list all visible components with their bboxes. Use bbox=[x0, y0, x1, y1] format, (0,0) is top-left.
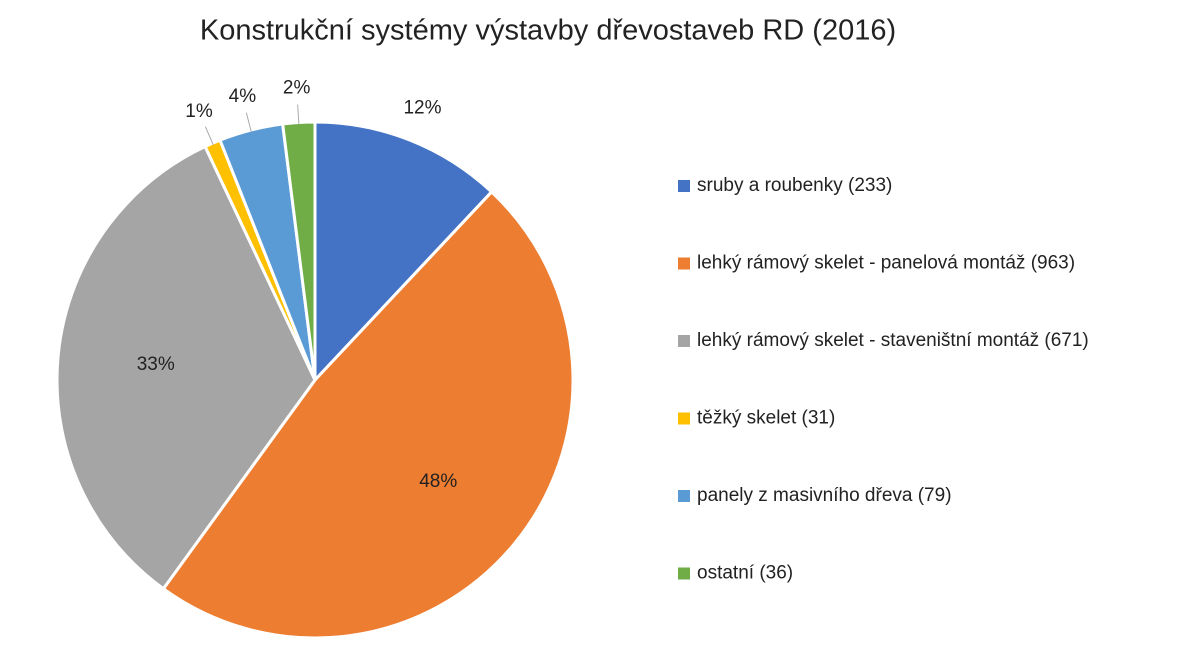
data-label: 2% bbox=[283, 78, 311, 99]
chart-title: Konstrukční systémy výstavby dřevostaveb… bbox=[200, 15, 896, 47]
pie-slice bbox=[55, 144, 317, 591]
data-label: 4% bbox=[229, 86, 257, 107]
legend-label: lehký rámový skelet - staveništní montáž… bbox=[697, 330, 1089, 351]
legend-swatch bbox=[678, 567, 690, 580]
leader-line bbox=[245, 112, 252, 133]
leader-line bbox=[297, 104, 300, 125]
legend-label: lehký rámový skelet - panelová montáž (9… bbox=[697, 253, 1075, 274]
data-label: 12% bbox=[403, 98, 441, 119]
legend-swatch bbox=[678, 180, 690, 192]
legend-label: panely z masivního dřeva (79) bbox=[697, 485, 952, 506]
data-label: 33% bbox=[137, 354, 175, 375]
pie-slice bbox=[313, 120, 494, 384]
legend-swatch bbox=[678, 490, 690, 502]
legend-label: sruby a roubenky (233) bbox=[697, 175, 892, 196]
leader-line bbox=[204, 126, 214, 146]
legend-label: těžký skelet (31) bbox=[697, 408, 835, 429]
legend-swatch bbox=[678, 335, 690, 347]
data-label: 48% bbox=[419, 471, 457, 492]
pie-slice bbox=[161, 189, 575, 640]
legend-swatch bbox=[678, 412, 690, 425]
data-label: 1% bbox=[185, 101, 213, 122]
legend-swatch bbox=[678, 257, 690, 270]
legend-label: ostatní (36) bbox=[697, 563, 793, 584]
